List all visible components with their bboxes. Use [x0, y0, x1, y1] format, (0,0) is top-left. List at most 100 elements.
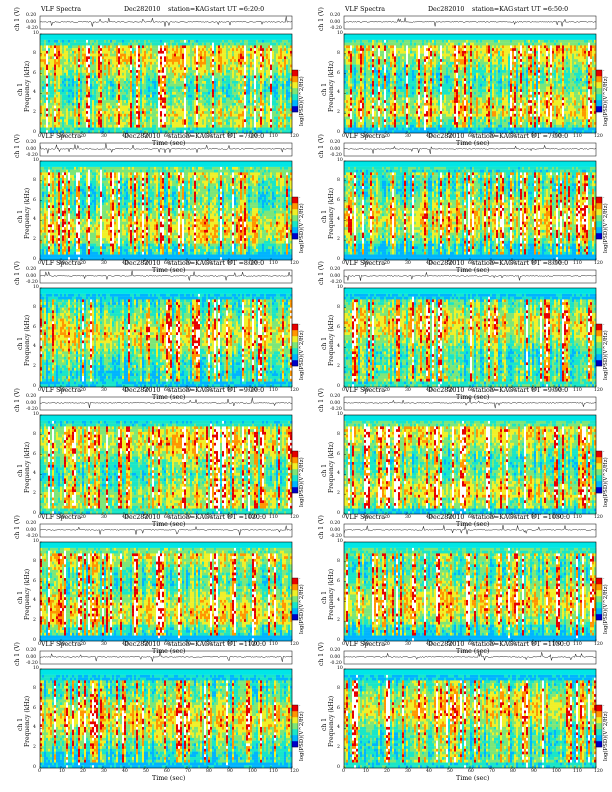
- spectrogram-cell: [376, 42, 379, 46]
- spectrogram-cell: [100, 100, 103, 104]
- spectrogram-cell: [162, 108, 165, 112]
- spectrogram-cell: [54, 116, 57, 120]
- spectrogram-cell: [214, 39, 217, 43]
- spectrogram-cell: [124, 75, 127, 79]
- spectrogram-cell: [368, 105, 371, 109]
- spectrogram-cell: [92, 42, 95, 46]
- spectrogram-cell: [56, 105, 59, 109]
- spectrogram-cell: [190, 89, 193, 93]
- spectrogram-cell: [374, 67, 377, 71]
- spectrogram-cell: [350, 72, 353, 76]
- spectrogram-cell: [374, 100, 377, 104]
- spectrogram-cell: [142, 105, 145, 109]
- spectrogram-cell: [68, 86, 71, 90]
- spectrogram-cell: [82, 56, 85, 60]
- spectrogram-cell: [276, 81, 279, 84]
- spectrogram-cell: [226, 94, 229, 98]
- spectrogram-cell: [68, 113, 71, 117]
- spectrogram-cell: [270, 56, 273, 60]
- spectrogram-cell: [210, 56, 213, 60]
- spectrogram-cell: [50, 130, 53, 134]
- spectrogram-cell: [208, 122, 211, 125]
- spectrogram-cell: [266, 119, 269, 123]
- spectrogram-cell: [260, 111, 263, 114]
- spectrogram-cell: [264, 45, 267, 49]
- spectrogram-cell: [356, 86, 359, 90]
- spectrogram-cell: [218, 61, 221, 65]
- spectrogram-cell: [284, 113, 287, 117]
- spectrogram-cell: [216, 45, 219, 49]
- spectrogram-cell: [228, 94, 231, 98]
- spectrogram-cell: [108, 119, 111, 123]
- spectrogram-cell: [206, 53, 209, 57]
- spectrogram-cell: [280, 105, 283, 109]
- spectrogram-cell: [102, 113, 105, 117]
- spectrogram-cell: [250, 122, 253, 125]
- spectrogram-cell: [178, 89, 181, 93]
- spectrogram-cell: [58, 119, 61, 123]
- spectrogram-cell: [284, 111, 287, 114]
- spectrogram-cell: [62, 39, 65, 43]
- spectrogram-cell: [242, 102, 245, 106]
- spectrogram-cell: [188, 78, 191, 82]
- spectrogram-cell: [40, 42, 43, 46]
- frequency-tick: 2: [33, 111, 36, 116]
- spectrogram-cell: [94, 81, 97, 84]
- spectrogram-cell: [170, 70, 173, 73]
- spectrogram-cell: [126, 91, 129, 95]
- spectrogram-cell: [178, 116, 181, 120]
- spectrogram-cell: [188, 89, 191, 93]
- spectrogram-cell: [62, 94, 65, 98]
- spectrogram-cell: [198, 59, 201, 62]
- spectrogram-cell: [208, 56, 211, 60]
- spectrogram-cell: [76, 53, 79, 57]
- spectrogram-cell: [142, 72, 145, 76]
- spectrogram-cell: [372, 116, 375, 120]
- spectrogram-cell: [108, 50, 111, 54]
- spectrogram-cell: [198, 42, 201, 46]
- spectrogram-cell: [94, 91, 97, 95]
- spectrogram-cell: [348, 56, 351, 60]
- spectrogram-cell: [130, 75, 133, 79]
- spectrogram-cell: [268, 122, 271, 125]
- spectrogram-cell: [264, 113, 267, 117]
- spectrogram-cell: [278, 61, 281, 65]
- spectrogram-cell: [242, 124, 245, 128]
- spectrogram-cell: [186, 100, 189, 104]
- spectrogram-cell: [132, 56, 135, 60]
- spectrogram-cell: [44, 75, 47, 79]
- spectrogram-cell: [172, 127, 175, 131]
- spectrogram-cell: [106, 122, 109, 125]
- spectrogram-cell: [242, 127, 245, 131]
- spectrogram-cell: [112, 78, 115, 82]
- spectrogram-cell: [180, 67, 183, 71]
- colorbar-swatch: [292, 70, 298, 77]
- spectrogram-cell: [362, 119, 365, 123]
- spectrogram-cell: [192, 113, 195, 117]
- spectrogram-cell: [96, 127, 99, 131]
- spectrogram-cell: [254, 72, 257, 76]
- spectrogram-cell: [174, 70, 177, 73]
- spectrogram-cell: [276, 119, 279, 123]
- spectrogram-cell: [344, 61, 347, 65]
- spectrogram-cell: [252, 53, 255, 57]
- spectrogram-cell: [52, 91, 55, 95]
- spectrogram-cell: [58, 83, 61, 87]
- spectrogram-cell: [234, 67, 237, 71]
- spectrogram-cell: [220, 89, 223, 93]
- spectrogram-cell: [182, 105, 185, 109]
- spectrogram-cell: [188, 61, 191, 65]
- spectrogram-cell: [212, 108, 215, 112]
- spectrogram-cell: [48, 102, 51, 106]
- spectrogram-cell: [220, 64, 223, 68]
- spectrogram-cell: [260, 130, 263, 134]
- spectrogram-cell: [200, 56, 203, 60]
- spectrogram-cell: [242, 45, 245, 49]
- spectrogram-cell: [356, 122, 359, 125]
- spectrogram-cell: [174, 122, 177, 125]
- spectrogram-cell: [206, 100, 209, 104]
- spectrogram-cell: [76, 61, 79, 65]
- spectrogram-cell: [98, 130, 101, 134]
- spectrogram-cell: [232, 100, 235, 104]
- spectrogram-cell: [96, 53, 99, 57]
